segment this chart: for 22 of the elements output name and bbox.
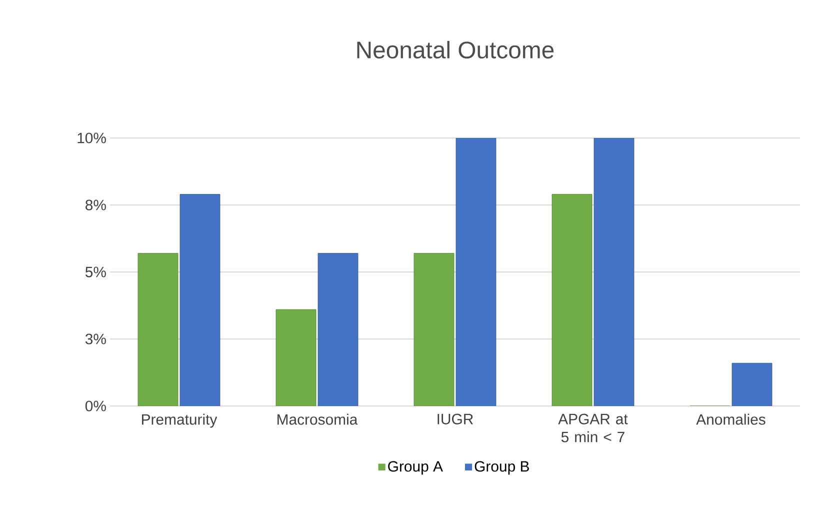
- legend-label: Group A: [388, 461, 443, 475]
- bar: [594, 138, 634, 406]
- bar: [318, 253, 358, 406]
- y-tick-label: 8%: [86, 200, 106, 210]
- x-tick-label: APGAR at 5 min < 7: [558, 414, 628, 442]
- y-tick-label: 0%: [85, 400, 106, 412]
- x-tick-label: IUGR: [438, 414, 473, 424]
- x-tick-label: Macrosomia: [278, 414, 358, 425]
- x-tick-label: Prematurity: [142, 414, 218, 428]
- bar: [276, 309, 316, 406]
- legend-label: Group B: [474, 461, 529, 475]
- bar: [138, 253, 178, 406]
- bar: [456, 138, 496, 406]
- bar: [732, 362, 772, 406]
- y-tick-label: 10%: [78, 132, 106, 144]
- bar: [552, 194, 592, 406]
- y-tick-label: 3%: [85, 334, 106, 344]
- chart-title: Neonatal Outcome: [357, 40, 554, 58]
- bar: [414, 253, 454, 406]
- y-tick-label: 5%: [85, 266, 106, 278]
- x-tick-label: Anomalies: [696, 414, 766, 425]
- bar: [180, 194, 220, 406]
